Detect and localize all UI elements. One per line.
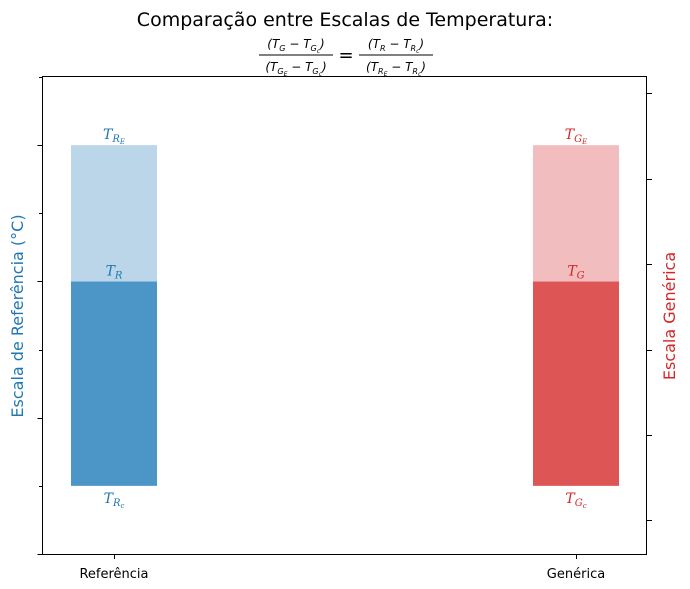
label-top-generica: TGE — [565, 127, 587, 146]
left-axis-ticks — [37, 77, 43, 555]
label-top-referencia: TRE — [103, 127, 125, 146]
right-axis-label: Escala Genérica — [660, 252, 679, 380]
right-axis-ticks — [646, 93, 652, 521]
x-tick-label: Referência — [79, 567, 148, 582]
label-middle-referencia: TR — [106, 263, 123, 281]
plot-frame — [42, 76, 647, 555]
x-axis-ticks: Referência Genérica — [79, 554, 605, 582]
formula-right-numerator: (TR − TRc) — [368, 37, 424, 55]
formula-left-denominator: (TGE − TGc) — [265, 60, 326, 78]
ratio-formula: (TG − TGc) (TGE − TGc) = (TR − TRc) (TRE… — [259, 37, 433, 78]
bar-upper-generica — [533, 145, 619, 282]
label-bottom-generica: TGc — [565, 491, 586, 510]
formula-left-numerator: (TG − TGc) — [267, 37, 324, 55]
formula-right-denominator: (TRE − TRc) — [366, 60, 426, 78]
formula-left-fraction: (TG − TGc) (TGE − TGc) — [259, 37, 333, 78]
bar-lower-generica — [533, 281, 619, 486]
label-middle-generica: TG — [567, 263, 584, 281]
formula-right-fraction: (TR − TRc) (TRE − TRc) — [359, 37, 433, 78]
left-axis-label: Escala de Referência (°C) — [8, 214, 27, 417]
bar-lower-referencia — [71, 281, 157, 486]
bars-group — [71, 145, 619, 486]
formula-equals: = — [338, 45, 353, 66]
chart-title: Comparação entre Escalas de Temperatura: — [137, 9, 553, 31]
bar-upper-referencia — [71, 145, 157, 282]
x-tick-label: Genérica — [547, 567, 605, 582]
label-bottom-referencia: TRc — [104, 491, 125, 510]
bar-labels-group: TRE TR TRc TGE TG TGc — [103, 127, 587, 510]
